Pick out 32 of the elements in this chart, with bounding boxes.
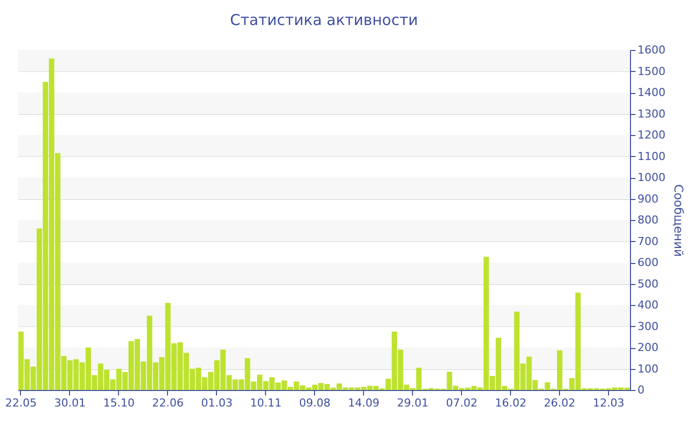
x-tick-label: 29.01 xyxy=(397,396,429,410)
y-tick-label: 800 xyxy=(638,214,658,226)
y-axis-title: Сообщений xyxy=(671,184,686,257)
x-tick-label: 16.02 xyxy=(494,396,526,410)
x-tick-label: 01.03 xyxy=(201,396,233,410)
y-tick-label: 600 xyxy=(638,256,658,269)
y-tick-label: 1500 xyxy=(638,64,666,78)
y-tick-label: 1000 xyxy=(638,171,666,184)
y-tick-label: 1200 xyxy=(638,128,666,142)
x-tick-label: 22.06 xyxy=(152,396,184,410)
y-tick-label: 1300 xyxy=(638,107,666,120)
y-tick-label: 500 xyxy=(638,277,658,290)
x-tick-label: 10.11 xyxy=(250,396,282,410)
y-tick-label: 300 xyxy=(638,320,658,333)
y-tick-label: 700 xyxy=(638,234,658,248)
x-tick-label: 07.02 xyxy=(446,396,478,410)
y-tick-label: 1600 xyxy=(638,44,666,56)
x-tick-label: 09.08 xyxy=(299,396,331,410)
y-tick-label: 100 xyxy=(638,362,658,376)
y-tick-label: 200 xyxy=(638,341,658,354)
y-tick-label: 400 xyxy=(638,298,658,312)
x-tick-label: 26.02 xyxy=(544,396,576,410)
y-tick-label: 1100 xyxy=(638,150,666,163)
x-tick-label: 15.10 xyxy=(103,396,135,410)
x-tick-label: 22.05 xyxy=(5,396,37,410)
x-tick-label: 14.09 xyxy=(348,396,380,410)
y-tick-label: 0 xyxy=(638,384,644,396)
chart-title: Статистика активности xyxy=(230,11,418,29)
y-tick-label: 900 xyxy=(638,192,658,206)
x-tick-label: 12.03 xyxy=(592,396,624,410)
x-tick-label: 30.01 xyxy=(54,396,86,410)
y-tick-label: 1400 xyxy=(638,86,666,99)
